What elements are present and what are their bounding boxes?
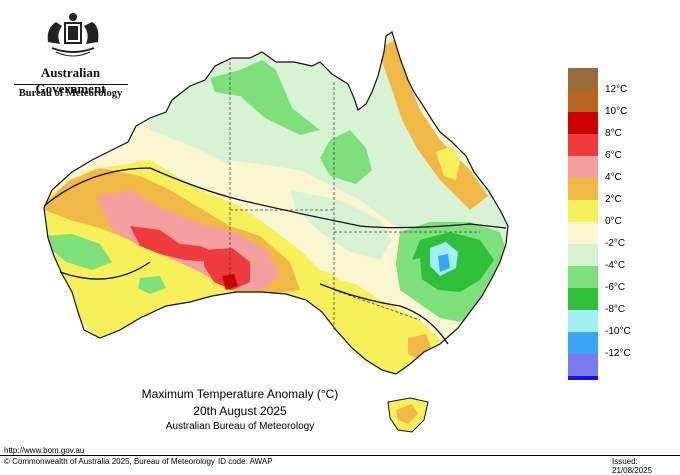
legend-label: 8°C <box>605 128 622 139</box>
map-source: Australian Bureau of Meteorology <box>165 421 315 432</box>
legend-swatch-m6 <box>568 288 598 310</box>
footer-divider <box>0 455 680 456</box>
legend-label: -8°C <box>605 304 626 315</box>
legend-swatch-10 <box>568 112 598 134</box>
legend-swatch-8 <box>568 134 598 156</box>
legend-swatch-m10 <box>568 332 598 354</box>
legend-label: -10°C <box>605 326 631 337</box>
legend-label: -12°C <box>605 348 631 359</box>
coat-of-arms-icon <box>47 13 99 57</box>
australia-anomaly-map <box>43 31 509 433</box>
agency-name: Bureau of Meteorology <box>18 88 123 99</box>
legend-label: -2°C <box>605 238 626 249</box>
legend-label: 12°C <box>605 84 628 95</box>
bom-link[interactable]: http://www.bom.gov.au <box>4 446 85 455</box>
legend-label: -4°C <box>605 260 626 271</box>
legend-swatch-m12 <box>568 354 598 376</box>
legend-label: 10°C <box>605 106 628 117</box>
map-date: 20th August 2025 <box>193 404 287 418</box>
legend-label: 4°C <box>605 172 622 183</box>
copyright-text: © Commonwealth of Australia 2025, Bureau… <box>4 457 215 466</box>
legend-swatch-12 <box>568 90 598 112</box>
legend-label: -6°C <box>605 282 626 293</box>
legend-swatch-m4 <box>568 266 598 288</box>
legend-swatch-m2 <box>568 244 598 266</box>
government-logo: Australian Government Bureau of Meteorol… <box>8 8 133 99</box>
map-title: Maximum Temperature Anomaly (°C) <box>141 387 339 401</box>
legend-label: 0°C <box>605 216 622 227</box>
header-divider <box>14 84 128 85</box>
temperature-legend: 12°C 10°C 8°C 6°C 4°C 2°C 0°C -2°C -4°C … <box>568 68 678 383</box>
issued-date: Issued: 21/08/2025 <box>612 457 653 475</box>
legend-swatch-2 <box>568 200 598 222</box>
legend-label: 6°C <box>605 150 622 161</box>
legend-swatch-4 <box>568 178 598 200</box>
legend-swatch-bottom <box>568 376 598 380</box>
legend-swatch-6 <box>568 156 598 178</box>
legend-swatch-0 <box>568 222 598 244</box>
legend-swatch-top <box>568 68 598 90</box>
legend-swatch-m8 <box>568 310 598 332</box>
id-code: ID code: AWAP <box>218 457 273 466</box>
legend-label: 2°C <box>605 194 622 205</box>
